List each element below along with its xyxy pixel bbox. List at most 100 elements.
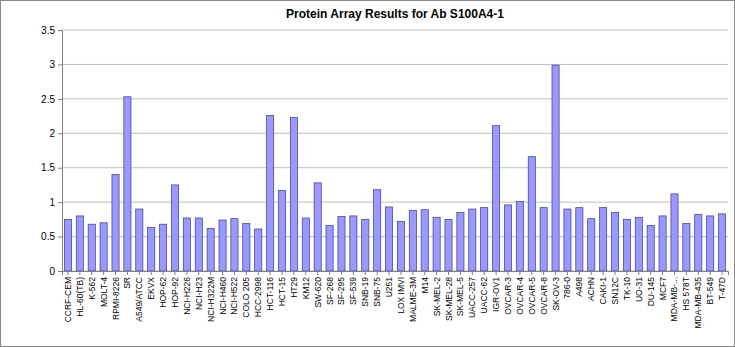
x-tick-mark — [329, 271, 330, 275]
y-tick-mark — [58, 99, 62, 100]
x-tick-mark — [198, 271, 199, 275]
bar — [516, 201, 523, 271]
x-tick: NCI-H23 — [194, 271, 204, 310]
x-tick: MDA-MB-435 — [693, 271, 703, 328]
x-tick-label: KM12 — [301, 277, 311, 299]
x-tick: SN12C — [610, 271, 620, 304]
x-tick-mark — [412, 271, 413, 275]
x-tick: HL-60(TB) — [75, 271, 85, 317]
bar — [314, 183, 321, 271]
x-tick: HOP-92 — [170, 271, 180, 308]
x-tick: UO-31 — [634, 271, 644, 302]
x-tick: SF-295 — [336, 271, 346, 305]
x-tick-label: BT-549 — [705, 277, 715, 305]
x-tick-mark — [674, 271, 675, 275]
x-tick-mark — [519, 271, 520, 275]
x-tick-mark — [282, 271, 283, 275]
x-tick-label: NCI-H23 — [194, 277, 204, 310]
x-tick: 786-0 — [562, 271, 572, 299]
x-tick: OVCAR-8 — [539, 271, 549, 315]
x-tick: LOX IMVI — [396, 271, 406, 314]
x-tick: K-562 — [87, 271, 97, 300]
bar — [136, 209, 143, 271]
x-tick-mark — [210, 271, 211, 275]
x-tick-label: 786-0 — [562, 277, 572, 299]
x-tick-mark — [710, 271, 711, 275]
x-tick: MOLT-4 — [99, 271, 109, 307]
x-tick-mark — [341, 271, 342, 275]
x-tick-label: A498 — [574, 277, 584, 297]
x-tick-mark — [91, 271, 92, 275]
bar — [635, 217, 642, 271]
x-tick-label: SK-OV-3 — [551, 277, 561, 311]
x-tick-label: HS 578T — [681, 277, 691, 311]
x-tick-mark — [424, 271, 425, 275]
x-tick-label: SF-295 — [336, 277, 346, 305]
x-tick-mark — [615, 271, 616, 275]
y-tick: 3 — [49, 59, 62, 70]
x-tick-mark — [353, 271, 354, 275]
bar — [671, 194, 678, 271]
x-tick-mark — [151, 271, 152, 275]
bars — [64, 65, 725, 271]
x-tick: MDA-MB-... — [669, 271, 679, 321]
grid-line — [62, 98, 728, 99]
x-tick-mark — [662, 271, 663, 275]
x-tick-label: HOP-92 — [170, 277, 180, 308]
x-tick-mark — [484, 271, 485, 275]
bar — [278, 190, 285, 271]
x-tick-mark — [603, 271, 604, 275]
bar — [267, 115, 274, 271]
x-tick-label: SF-539 — [348, 277, 358, 305]
x-tick: UACC-257 — [467, 271, 477, 318]
x-tick-mark — [103, 271, 104, 275]
x-tick: NCI-H460 — [218, 271, 228, 315]
x-tick-label: MALME-3M — [408, 277, 418, 322]
x-axis: CCRF-CEMHL-60(TB)K-562MOLT-4RPMI-8226SRA… — [63, 271, 729, 328]
bar — [148, 228, 155, 271]
x-tick-label: LOX IMVI — [396, 277, 406, 314]
x-tick-mark — [650, 271, 651, 275]
x-tick: IGR-OV1 — [491, 271, 501, 312]
x-tick: SW-620 — [313, 271, 323, 308]
y-tick-label: 0.5 — [41, 231, 55, 242]
bar — [219, 220, 226, 271]
bar — [718, 214, 725, 271]
y-tick: 1.5 — [41, 162, 62, 173]
plot: 00.511.522.533.5CCRF-CEMHL-60(TB)K-562MO… — [41, 25, 728, 329]
x-tick-mark — [163, 271, 164, 275]
bar — [647, 226, 654, 271]
bar — [326, 226, 333, 271]
bar — [195, 218, 202, 271]
x-tick-label: M14 — [420, 277, 430, 294]
grid-line — [62, 30, 728, 31]
x-tick: RPMI-8226 — [110, 271, 120, 320]
x-tick-mark — [389, 271, 390, 275]
y-tick-mark — [58, 237, 62, 238]
bar — [171, 185, 178, 271]
x-tick: HCT-116 — [265, 271, 275, 310]
x-tick-label: MDA-MB-... — [669, 277, 679, 321]
x-tick: TK-10 — [622, 271, 632, 300]
y-tick-label: 2.5 — [41, 94, 55, 105]
x-tick: SF-268 — [325, 271, 335, 305]
bar — [469, 209, 476, 271]
x-tick-mark — [686, 271, 687, 275]
x-tick-mark — [698, 271, 699, 275]
x-tick: HCC-2998 — [253, 271, 263, 317]
x-tick-label: NCI-H226 — [182, 277, 192, 315]
bar — [540, 208, 547, 271]
bar — [695, 215, 702, 271]
x-tick-label: SNB-19 — [360, 277, 370, 307]
bar — [255, 229, 262, 271]
x-tick-label: SK-MEL-28 — [443, 277, 453, 321]
x-tick-label: T-47D — [717, 277, 727, 300]
x-tick: OVCAR-4 — [515, 271, 525, 315]
x-tick-mark — [722, 271, 723, 275]
grid-line — [62, 64, 728, 65]
x-tick-mark — [496, 271, 497, 275]
y-tick-label: 2 — [49, 128, 55, 139]
x-tick-label: UO-31 — [634, 277, 644, 302]
y-tick-mark — [58, 271, 62, 272]
x-tick: SNB-19 — [360, 271, 370, 307]
